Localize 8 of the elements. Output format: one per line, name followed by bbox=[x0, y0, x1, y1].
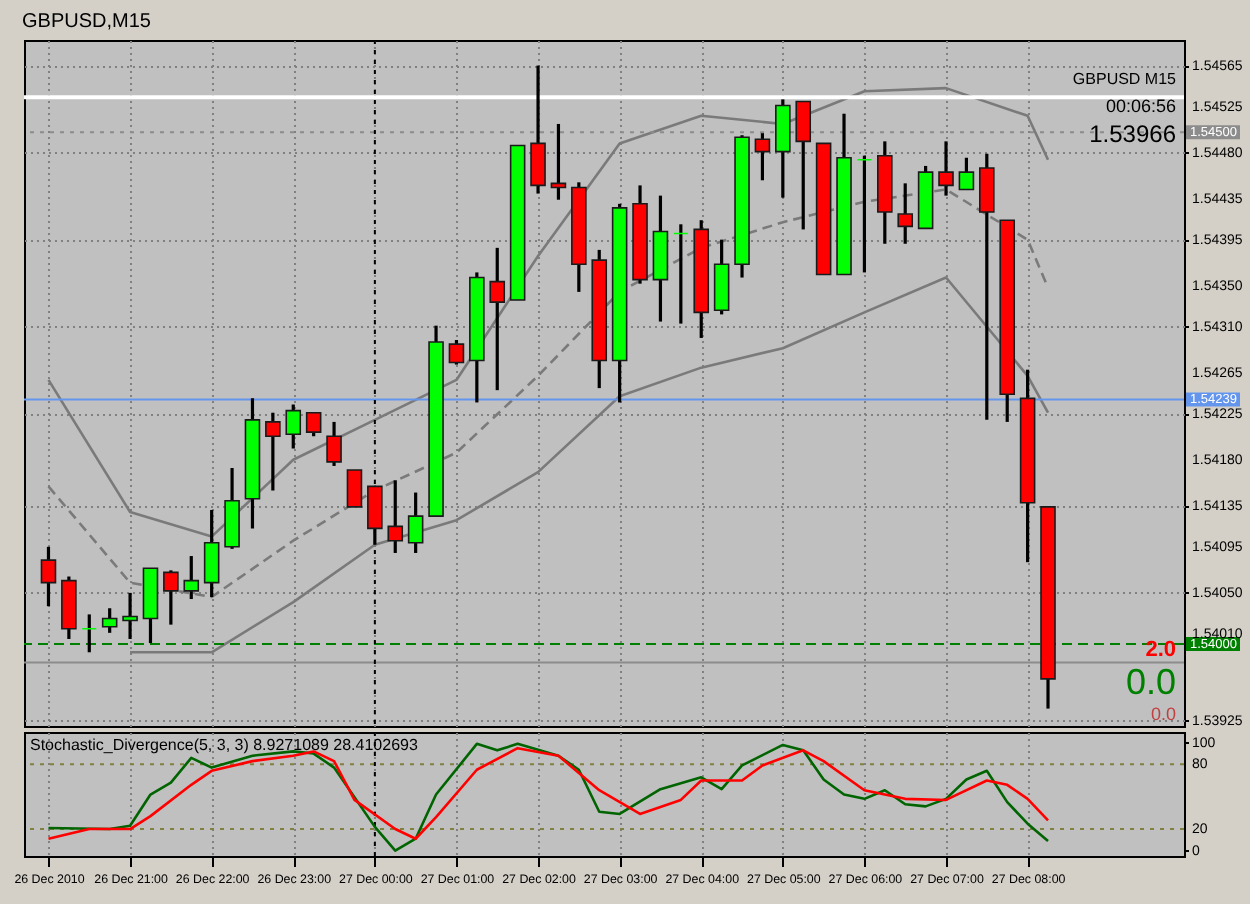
annotation: 1.53966 bbox=[1089, 120, 1177, 148]
annotation: 0.0 bbox=[1150, 704, 1176, 724]
annotation: 0.0 bbox=[1125, 662, 1176, 702]
annotation: Stochastic_Divergence(5, 3, 3) 8.9271089 28.4102693 bbox=[30, 736, 419, 754]
annotation: GBPUSD M15 bbox=[1072, 70, 1178, 88]
annotation: 00:06:56 bbox=[1105, 96, 1176, 116]
annotation: 2.0 bbox=[1145, 638, 1176, 662]
chart-title: GBPUSD,M15 bbox=[22, 11, 152, 33]
